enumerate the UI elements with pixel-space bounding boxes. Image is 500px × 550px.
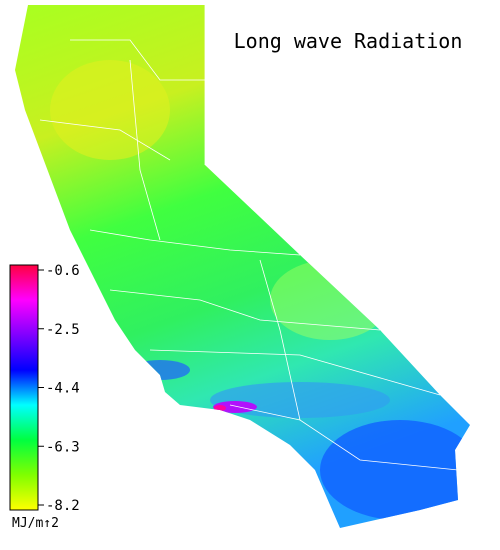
colorbar-unit: MJ/m↑2 [12, 516, 59, 531]
california-map [15, 5, 470, 528]
colorbar-tick-label: -0.6 [46, 263, 80, 279]
colorbar: MJ/m↑2 -0.6 -2.5 -4.4 -6.3 -8.2 [9, 263, 80, 531]
colorbar-tick-label: -2.5 [46, 322, 80, 338]
colorbar-tick-label: -4.4 [46, 381, 80, 397]
colorbar-tick-label: -6.3 [46, 439, 80, 455]
colorbar-gradient [9, 264, 39, 511]
colorbar-tick-label: -8.2 [46, 498, 80, 514]
map-title: Long wave Radiation [234, 29, 463, 53]
